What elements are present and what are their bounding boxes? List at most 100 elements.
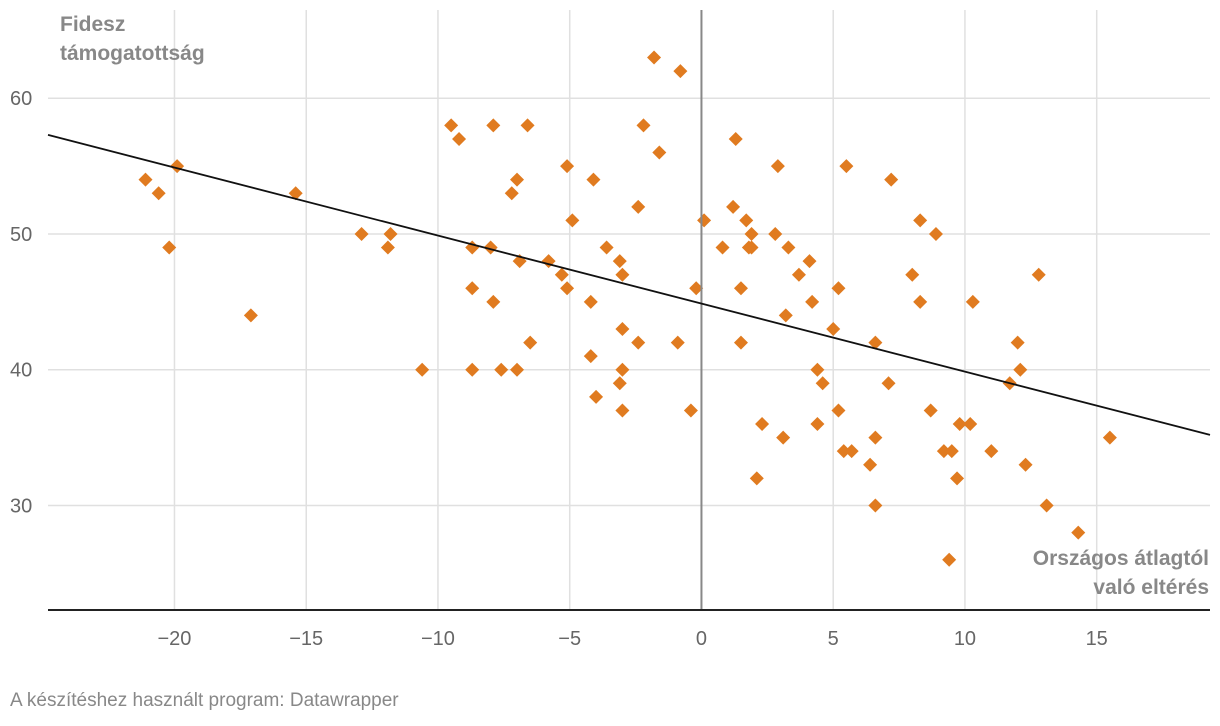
data-point [510,362,525,377]
data-point [942,552,957,567]
data-point [520,118,535,133]
data-point [494,362,509,377]
data-point [815,376,830,391]
data-point [354,226,369,241]
data-point [728,131,743,146]
data-point [739,213,754,228]
data-point [631,335,646,350]
data-point [586,172,601,187]
y-tick-label: 60 [10,88,32,110]
data-point [631,199,646,214]
data-point [715,240,730,255]
data-point [826,322,841,337]
data-point [805,294,820,309]
data-point [452,131,467,146]
data-point [881,376,896,391]
data-point [913,213,928,228]
data-point [802,254,817,269]
data-point [583,349,598,364]
trend-line [47,134,1211,436]
data-point [615,362,630,377]
data-point [1031,267,1046,282]
data-point [615,267,630,282]
y-axis-title-line1: Fidesz [60,13,125,36]
data-point [944,444,959,459]
data-point [465,281,480,296]
data-point [612,254,627,269]
x-axis-title-line2: való eltérés [1093,576,1209,599]
y-tick-label: 50 [10,224,32,246]
data-point [952,417,967,432]
data-point [984,444,999,459]
data-point [923,403,938,418]
y-axis-title-line2: támogatottság [60,42,205,65]
data-point [1018,457,1033,472]
x-tick-label: −15 [289,628,323,650]
data-point [138,172,153,187]
grid [48,10,1210,610]
data-point [486,294,501,309]
data-point [778,308,793,323]
data-point [768,226,783,241]
data-point [599,240,614,255]
data-point [683,403,698,418]
data-point [560,159,575,174]
data-point [868,498,883,513]
data-point [1010,335,1025,350]
data-point [589,389,604,404]
data-point [444,118,459,133]
data-point [791,267,806,282]
data-point [936,444,951,459]
data-point [749,471,764,486]
data-point [770,159,785,174]
data-point [243,308,258,323]
x-tick-label: −5 [558,628,581,650]
data-point [504,186,519,201]
data-point [554,267,569,282]
x-tick-label: 0 [696,628,707,650]
data-point [151,186,166,201]
x-tick-label: 5 [828,628,839,650]
data-point [868,430,883,445]
data-point [162,240,177,255]
data-point [465,362,480,377]
data-point [831,281,846,296]
data-point [288,186,303,201]
data-point [733,335,748,350]
data-point [565,213,580,228]
data-point [670,335,685,350]
data-point [810,362,825,377]
x-tick-label: 10 [954,628,976,650]
data-point [776,430,791,445]
data-point [836,444,851,459]
data-point [1102,430,1117,445]
data-point [726,199,741,214]
data-point [615,322,630,337]
data-point [383,226,398,241]
data-point [831,403,846,418]
x-axis-title-line1: Országos átlagtól [1033,547,1209,570]
data-point [486,118,501,133]
x-tick-label: −20 [158,628,192,650]
data-point [965,294,980,309]
data-point [483,240,498,255]
data-point [380,240,395,255]
data-point [689,281,704,296]
data-point [510,172,525,187]
x-tick-label: −10 [421,628,455,650]
data-point [905,267,920,282]
data-point [673,64,688,79]
tick-labels: 30 40 50 60 −20 −15 −10 −5 0 5 10 15 [10,88,1108,650]
data-point [1039,498,1054,513]
data-point [636,118,651,133]
data-point [963,417,978,432]
data-point [744,226,759,241]
data-point [884,172,899,187]
data-point [810,417,825,432]
data-point [744,240,759,255]
data-point [523,335,538,350]
y-tick-label: 30 [10,495,32,517]
data-point [583,294,598,309]
data-point [647,50,662,65]
data-point [652,145,667,160]
